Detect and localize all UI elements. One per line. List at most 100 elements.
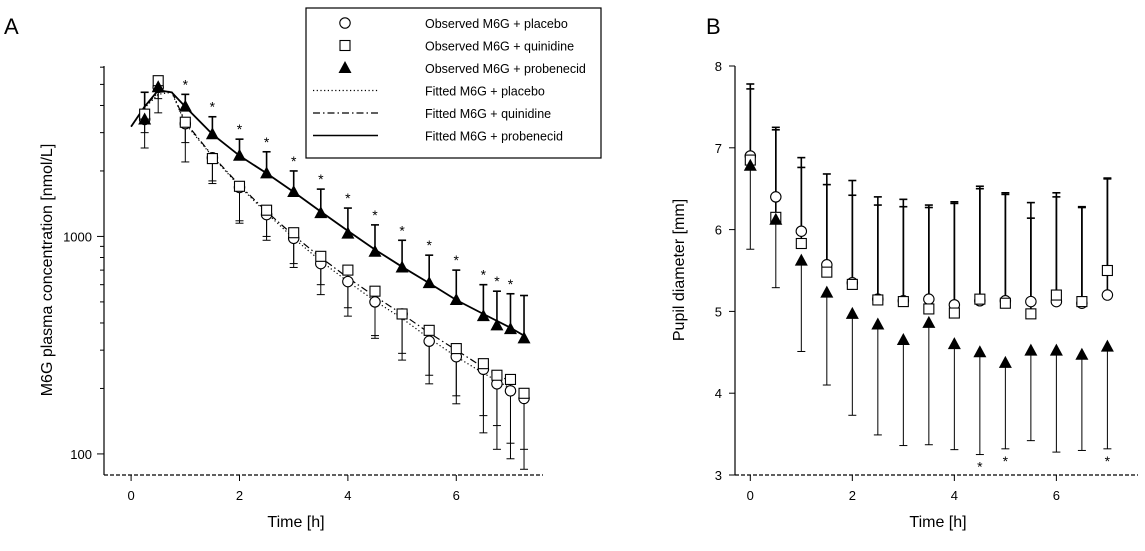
data-point-a-circle-8: [342, 275, 354, 288]
x-tick-label-a-0: 0: [127, 488, 134, 503]
data-point-a-triangle-1: [151, 80, 165, 93]
significance-star-a-4: *: [237, 121, 243, 137]
error-bar-b-triangle-8: [950, 344, 959, 451]
data-point-b-triangle-10: [998, 355, 1012, 368]
significance-star-b-9: *: [977, 459, 983, 475]
y-tick-label-b-1: 4: [715, 386, 722, 401]
y-tick-label-b-2: 5: [715, 304, 722, 319]
error-bar-b-triangle-5: [873, 324, 882, 436]
data-point-a-square-12: [450, 343, 462, 355]
data-point-a-triangle-2: [178, 99, 192, 112]
significance-star-a-6: *: [291, 153, 297, 169]
data-point-a-triangle-8: [341, 226, 355, 239]
error-bar-b-square-4: [848, 194, 857, 285]
error-bar-b-triangle-14: [1103, 346, 1112, 450]
error-bar-a-square-13: [479, 363, 488, 434]
x-tick-label-b-1: 2: [849, 488, 856, 503]
data-point-a-circle-9: [369, 296, 381, 308]
x-tick-label-b-2: 4: [951, 488, 958, 503]
x-axis-label-a: Time [h]: [267, 514, 324, 531]
legend: Observed M6G + placebo Observed M6G + qui…: [305, 7, 602, 159]
x-axis-label-b: Time [h]: [909, 514, 966, 531]
data-point-b-square-4: [846, 278, 858, 290]
error-bar-b-square-3: [822, 183, 831, 273]
significance-star-a-15: *: [508, 276, 514, 292]
error-bar-b-square-13: [1077, 206, 1086, 302]
y-tick-label-b-3: 6: [715, 223, 722, 238]
data-point-b-square-14: [1101, 264, 1113, 277]
significance-star-a-5: *: [264, 134, 270, 150]
x-tick-label-a-3: 6: [453, 488, 460, 503]
data-point-b-triangle-4: [845, 306, 859, 319]
x-tick-label-b-3: 6: [1053, 488, 1060, 503]
error-bar-b-triangle-11: [1026, 350, 1035, 442]
significance-star-a-11: *: [426, 237, 432, 253]
data-point-a-triangle-4: [232, 148, 246, 161]
data-point-b-square-12: [1050, 289, 1062, 301]
significance-star-a-12: *: [454, 252, 460, 268]
data-point-b-triangle-0: [743, 158, 757, 171]
data-point-a-square-7: [315, 250, 327, 262]
data-point-b-triangle-8: [947, 337, 961, 350]
data-point-a-square-14: [491, 369, 503, 381]
error-bar-b-square-6: [899, 205, 908, 302]
error-bar-b-triangle-0: [746, 165, 755, 250]
data-point-a-triangle-0: [138, 112, 152, 125]
error-bar-a-square-8: [343, 270, 352, 309]
y-axis-label-a: M6G plasma concentration [nmol/L]: [39, 144, 56, 397]
data-point-b-circle-1: [770, 191, 782, 203]
data-point-a-square-5: [261, 204, 273, 216]
data-point-a-square-4: [233, 180, 246, 192]
error-bar-b-square-9: [975, 187, 984, 300]
data-point-a-triangle-6: [287, 185, 301, 198]
data-point-b-circle-7: [923, 293, 935, 305]
data-point-b-triangle-6: [896, 333, 910, 346]
significance-star-a-10: *: [399, 222, 405, 238]
error-bar-b-triangle-12: [1052, 350, 1061, 453]
error-bar-a-square-16: [520, 393, 529, 470]
data-point-b-triangle-9: [973, 345, 987, 358]
significance-star-b-10: *: [1003, 453, 1009, 469]
y-tick-label-b-0: 3: [715, 468, 722, 483]
data-point-b-square-2: [795, 237, 807, 250]
data-point-b-square-3: [821, 266, 833, 278]
data-point-b-circle-14: [1101, 289, 1114, 301]
error-bar-b-square-1: [771, 129, 780, 218]
legend-symbol-triangle: [338, 61, 352, 73]
error-bar-b-square-0: [746, 83, 755, 161]
data-point-b-triangle-7: [922, 315, 936, 328]
error-bar-b-triangle-1: [771, 219, 780, 289]
data-point-a-square-13: [477, 358, 489, 370]
significance-star-a-14: *: [494, 273, 500, 289]
data-point-b-triangle-3: [820, 285, 834, 298]
data-point-a-triangle-9: [368, 244, 382, 257]
data-point-b-triangle-11: [1024, 343, 1038, 356]
chart-panel-a: A Time [h] M6G plasma concentration [nmo…: [4, 14, 543, 531]
error-bar-b-triangle-13: [1077, 354, 1086, 451]
data-point-a-square-8: [342, 264, 354, 276]
data-point-a-triangle-12: [449, 293, 463, 306]
data-point-a-triangle-15: [503, 322, 517, 335]
data-point-a-triangle-13: [476, 309, 490, 322]
chart-panel-b: B Time [h] Pupil diameter [mm] 0 2 4 6 3 4 5 6 7…: [671, 14, 1138, 531]
significance-star-a-9: *: [372, 207, 378, 223]
legend-label-4: Fitted M6G + quinidine: [425, 107, 551, 121]
data-point-a-circle-15: [504, 385, 517, 397]
error-bar-b-square-8: [950, 202, 959, 314]
legend-symbol-square: [339, 39, 351, 52]
data-point-b-square-10: [999, 297, 1011, 309]
data-point-a-square-6: [288, 227, 300, 239]
error-bar-b-square-7: [924, 206, 933, 309]
significance-star-a-13: *: [481, 267, 487, 283]
data-point-a-triangle-10: [395, 260, 409, 273]
error-bar-b-triangle-4: [848, 313, 857, 416]
data-point-a-triangle-7: [314, 206, 328, 219]
significance-star-b-14: *: [1105, 453, 1111, 469]
x-tick-label-a-2: 4: [344, 488, 351, 503]
data-point-b-circle-11: [1025, 295, 1037, 308]
error-bar-a-triangle-16: [520, 294, 529, 339]
data-point-b-triangle-14: [1100, 339, 1114, 352]
data-point-b-triangle-1: [769, 212, 783, 225]
y-tick-label-a-0: 100: [70, 447, 92, 462]
